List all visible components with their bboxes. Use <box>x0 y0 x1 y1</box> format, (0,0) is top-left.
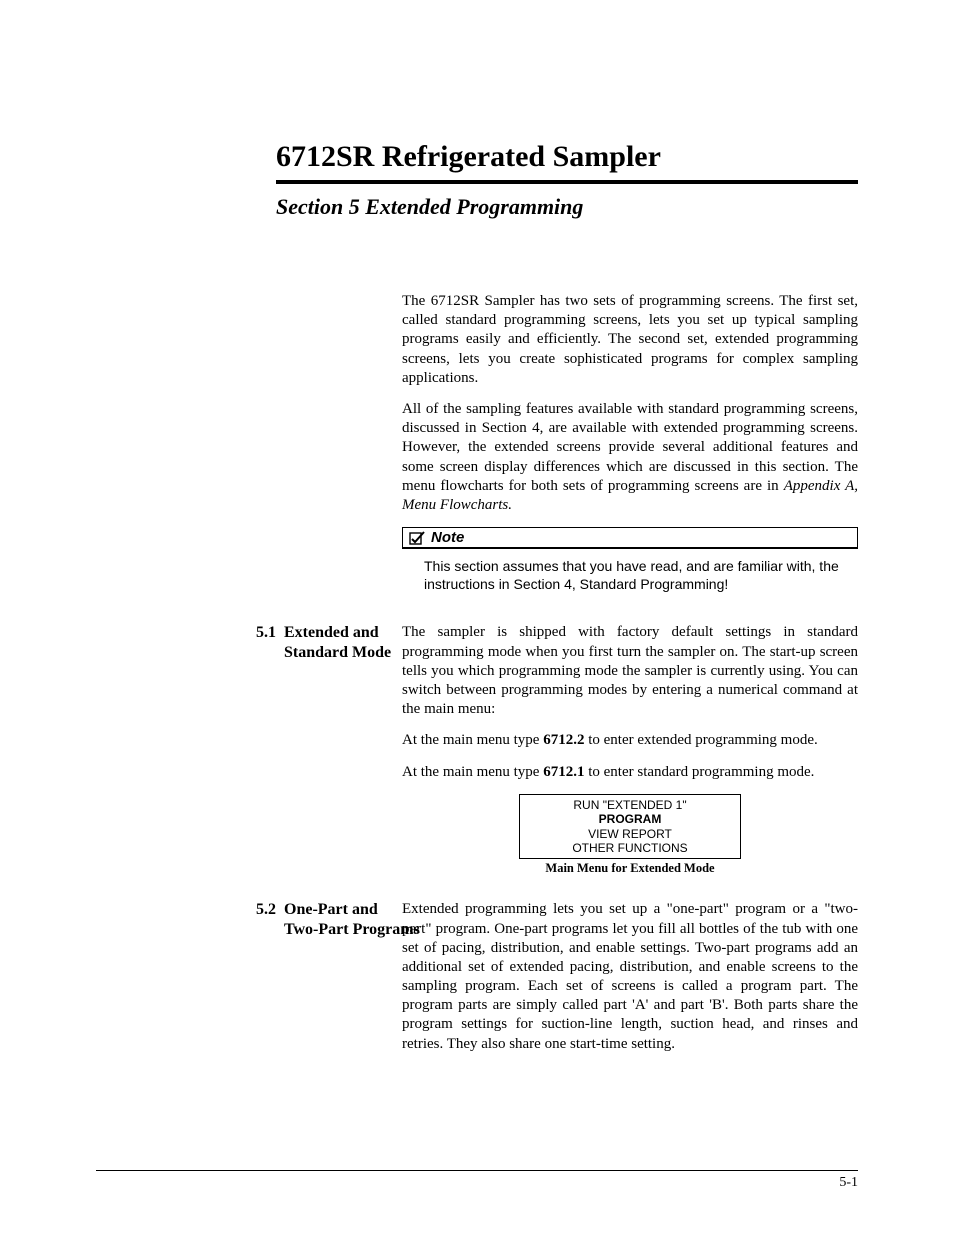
content-column: 6712SR Refrigerated Sampler Section 5 Ex… <box>276 140 858 1054</box>
subsection-5-2-heading: 5.2One-Part and Two-Part Programs <box>256 900 496 940</box>
menu-line-4: OTHER FUNCTIONS <box>524 841 736 855</box>
intro-paragraph-1: The 6712SR Sampler has two sets of progr… <box>402 292 858 388</box>
menu-line-3: VIEW REPORT <box>524 827 736 841</box>
subsection-5-1-title-line1: Extended and <box>284 624 379 641</box>
title-rule <box>276 180 858 184</box>
menu-screen-box: RUN "EXTENDED 1" PROGRAM VIEW REPORT OTH… <box>519 794 741 860</box>
menu-caption: Main Menu for Extended Mode <box>524 861 736 876</box>
footer-rule <box>96 1170 858 1171</box>
subsection-5-2-title-line1: One-Part and <box>284 901 378 918</box>
sec51-paragraph-2: At the main menu type 6712.2 to enter ex… <box>402 731 858 750</box>
body-column: The 6712SR Sampler has two sets of progr… <box>402 292 858 1054</box>
subsection-5-2-number: 5.2 <box>256 900 284 920</box>
note-header: Note <box>403 528 857 548</box>
section-heading: Section 5 Extended Programming <box>276 194 858 220</box>
subsection-5-2: 5.2One-Part and Two-Part Programs Extend… <box>402 900 858 1054</box>
sec51-paragraph-3: At the main menu type 6712.1 to enter st… <box>402 763 858 782</box>
subsection-5-1-title-line2: Standard Mode <box>284 643 496 663</box>
subsection-5-1-number: 5.1 <box>256 623 284 643</box>
sec51-p3-code: 6712.1 <box>543 764 584 780</box>
page: 6712SR Refrigerated Sampler Section 5 Ex… <box>0 0 954 1235</box>
page-number: 5-1 <box>839 1175 858 1191</box>
note-body: This section assumes that you have read,… <box>402 553 858 599</box>
menu-line-1: RUN "EXTENDED 1" <box>524 798 736 812</box>
subsection-5-2-title-line2: Two-Part Programs <box>284 920 496 940</box>
sec51-p2-code: 6712.2 <box>543 732 584 748</box>
sec51-p3-a: At the main menu type <box>402 764 543 780</box>
subsection-5-1: 5.1Extended and Standard Mode The sample… <box>402 623 858 876</box>
sec51-p3-b: to enter standard programming mode. <box>584 764 814 780</box>
intro-paragraph-2: All of the sampling features available w… <box>402 400 858 515</box>
checkmark-box-icon <box>409 531 425 545</box>
note-label: Note <box>431 529 464 546</box>
sec51-p2-a: At the main menu type <box>402 732 543 748</box>
sec51-p2-b: to enter extended programming mode. <box>584 732 817 748</box>
subsection-5-1-heading: 5.1Extended and Standard Mode <box>256 623 496 663</box>
note-box: Note <box>402 527 858 549</box>
menu-line-2: PROGRAM <box>524 812 736 826</box>
document-title: 6712SR Refrigerated Sampler <box>276 140 858 174</box>
